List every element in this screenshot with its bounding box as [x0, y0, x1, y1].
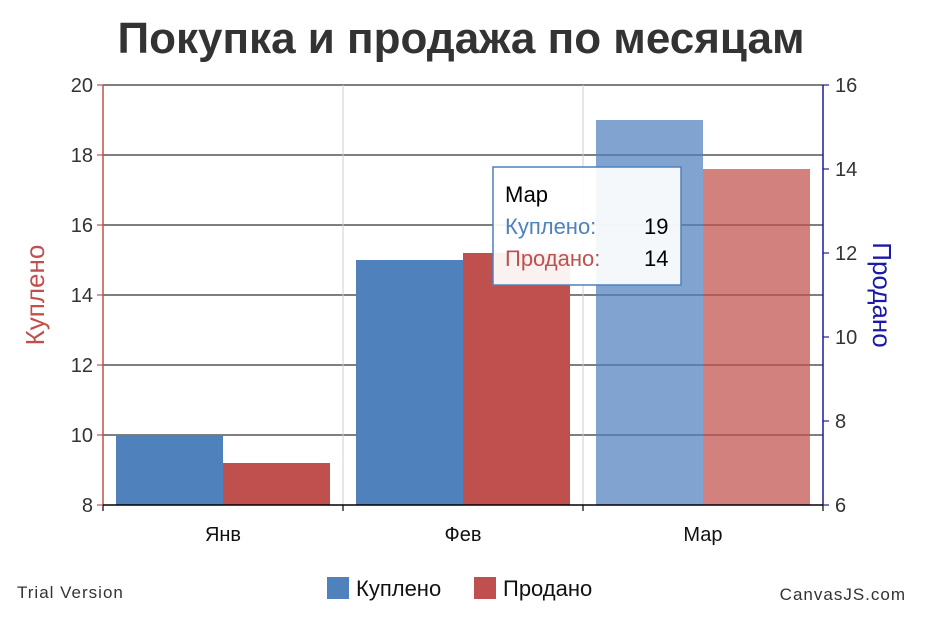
category-label: Янв	[205, 524, 241, 546]
tooltip-row-value: 19	[644, 214, 668, 239]
legend-swatch-sold	[474, 577, 496, 599]
left-axis-ticks: 8 10 12 14 16 18 20	[71, 75, 103, 517]
tooltip-row-label: Куплено:	[505, 214, 596, 239]
bar-sold	[703, 169, 810, 505]
legend-label-sold: Продано	[503, 576, 592, 601]
tooltip-row-value: 14	[644, 246, 668, 271]
tooltip-box	[492, 166, 682, 286]
legend-label-bought: Куплено	[356, 576, 441, 601]
bar-sold	[463, 253, 570, 505]
tooltip-row-label: Продано:	[505, 246, 600, 271]
category-labels: Янв Фев Мар	[205, 524, 723, 546]
right-tick-label: 10	[835, 327, 857, 349]
left-tick-label: 8	[82, 495, 93, 517]
bars	[116, 120, 810, 505]
right-axis-ticks: 6 8 10 12 14 16	[823, 75, 857, 517]
right-tick-label: 12	[835, 243, 857, 265]
bar-sold	[223, 463, 330, 505]
left-tick-label: 16	[71, 215, 93, 237]
category-label: Фев	[445, 524, 482, 546]
right-tick-label: 6	[835, 495, 846, 517]
left-axis-title: Куплено	[20, 245, 50, 346]
category-label: Мар	[683, 524, 722, 546]
right-tick-label: 16	[835, 75, 857, 97]
left-tick-label: 12	[71, 355, 93, 377]
trial-version-label: Trial Version	[17, 583, 124, 602]
tooltip-title: Мар	[505, 182, 548, 207]
bar-bought	[116, 435, 223, 505]
canvasjs-credit-link[interactable]: CanvasJS.com	[780, 585, 906, 604]
left-tick-label: 20	[71, 75, 93, 97]
right-tick-label: 8	[835, 411, 846, 433]
bar-bought	[356, 260, 463, 505]
tooltip: Мар Куплено: 19 Продано: 14	[492, 166, 682, 286]
legend-swatch-bought	[327, 577, 349, 599]
left-tick-label: 10	[71, 425, 93, 447]
left-tick-label: 18	[71, 145, 93, 167]
chart-title: Покупка и продажа по месяцам	[117, 14, 804, 63]
legend: Куплено Продано	[327, 576, 592, 601]
left-tick-label: 14	[71, 285, 93, 307]
right-tick-label: 14	[835, 159, 857, 181]
right-axis-title: Продано	[867, 242, 897, 348]
